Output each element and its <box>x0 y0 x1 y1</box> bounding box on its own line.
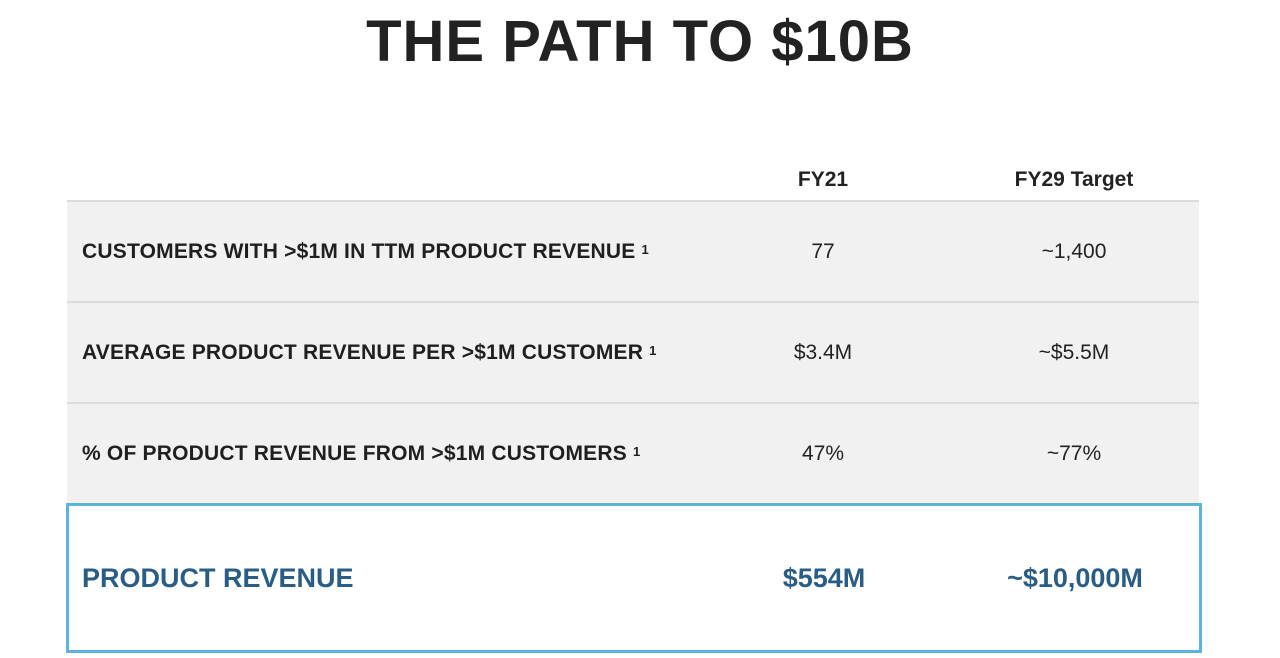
row-label: CUSTOMERS WITH >$1M IN TTM PRODUCT REVEN… <box>82 202 649 302</box>
table-row-average-revenue: AVERAGE PRODUCT REVENUE PER >$1M CUSTOME… <box>67 301 1199 403</box>
total-label: PRODUCT REVENUE <box>82 562 354 593</box>
table-row-customers-over-1m: CUSTOMERS WITH >$1M IN TTM PRODUCT REVEN… <box>67 200 1199 302</box>
total-fy29: ~$10,000M <box>1007 562 1143 593</box>
row-label: AVERAGE PRODUCT REVENUE PER >$1M CUSTOME… <box>82 303 657 403</box>
row-label-text: AVERAGE PRODUCT REVENUE PER >$1M CUSTOME… <box>82 341 644 364</box>
column-header-fy29-target: FY29 Target <box>1014 168 1134 191</box>
cell-fy29: ~77% <box>1046 442 1102 465</box>
cell-fy21: 77 <box>811 240 835 263</box>
row-label: % OF PRODUCT REVENUE FROM >$1M CUSTOMERS… <box>82 404 640 504</box>
total-fy21: $554M <box>782 562 866 593</box>
column-header-fy21: FY21 <box>797 168 849 191</box>
footnote-marker: 1 <box>632 443 641 459</box>
cell-fy21: $3.4M <box>793 341 853 364</box>
footnote-marker: 1 <box>641 241 649 257</box>
page-title: THE PATH TO $10B <box>366 9 914 74</box>
cell-fy21: 47% <box>801 442 845 465</box>
cell-fy29: ~1,400 <box>1041 240 1107 263</box>
row-label-text: % OF PRODUCT REVENUE FROM >$1M CUSTOMERS <box>82 442 627 465</box>
cell-fy29: ~$5.5M <box>1038 341 1110 364</box>
product-revenue-highlight-row: PRODUCT REVENUE $554M ~$10,000M <box>66 503 1202 653</box>
table-row-revenue-share: % OF PRODUCT REVENUE FROM >$1M CUSTOMERS… <box>67 402 1199 504</box>
footnote-marker: 1 <box>649 342 657 358</box>
row-label-text: CUSTOMERS WITH >$1M IN TTM PRODUCT REVEN… <box>82 240 636 263</box>
